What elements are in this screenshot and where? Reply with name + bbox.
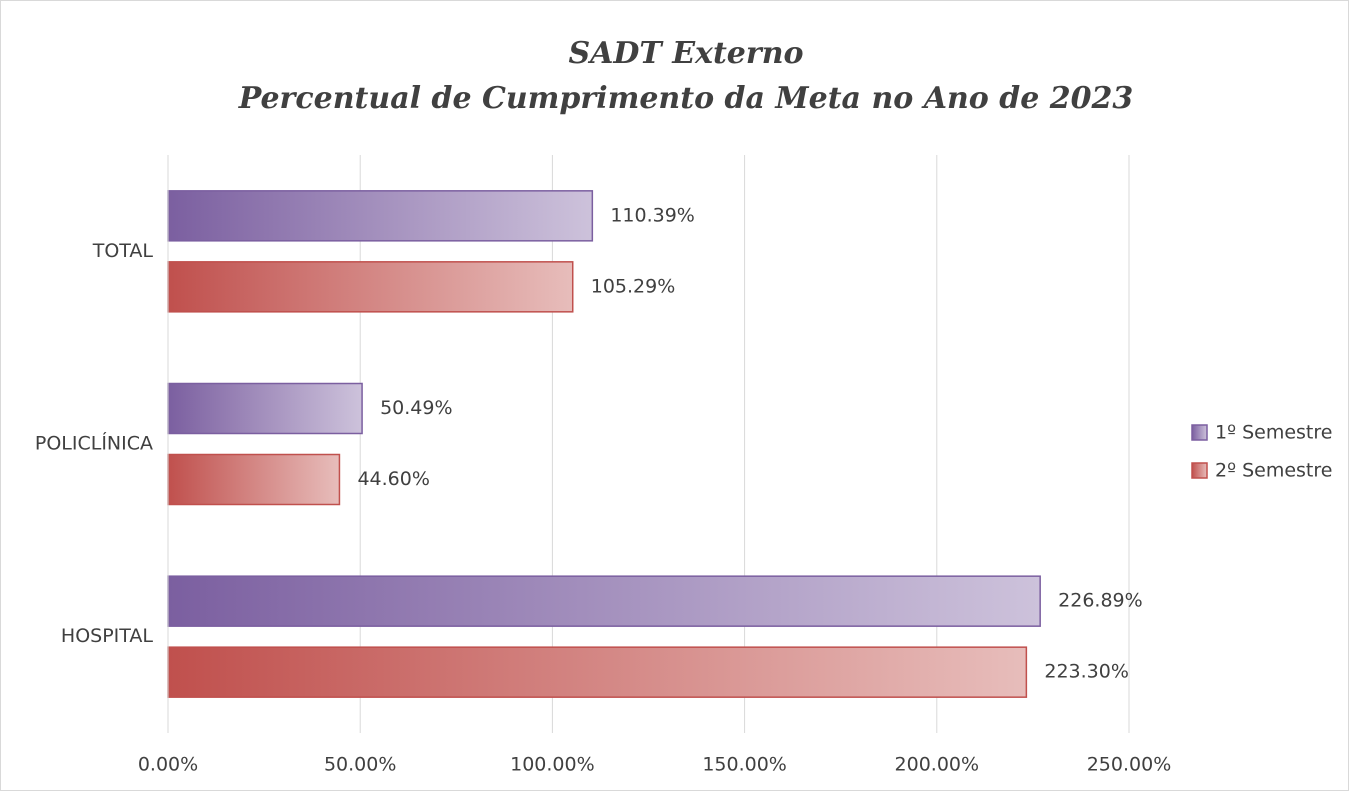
data-label: 105.29% [591, 275, 676, 297]
chart-title: SADT Externo [568, 36, 803, 71]
legend-swatch [1191, 424, 1208, 441]
y-tick-label: HOSPITAL [61, 625, 153, 647]
x-tick-label: 200.00% [895, 754, 980, 776]
bar [167, 575, 1041, 627]
chart-subtitle: Percentual de Cumprimento da Meta no Ano… [238, 81, 1134, 116]
bar [167, 453, 341, 506]
x-tick-label: 100.00% [510, 754, 595, 776]
x-tick-label: 150.00% [702, 754, 787, 776]
y-tick-label: POLICLÍNICA [35, 432, 153, 455]
bar [167, 190, 594, 242]
x-tick-label: 50.00% [324, 754, 396, 776]
legend-swatch [1191, 462, 1208, 479]
legend-label: 2º Semestre [1215, 460, 1332, 482]
data-label: 44.60% [357, 468, 429, 490]
y-tick-label: TOTAL [92, 240, 154, 262]
data-label: 223.30% [1044, 661, 1129, 683]
x-tick-label: 0.00% [138, 754, 198, 776]
data-label: 50.49% [380, 397, 452, 419]
bar [167, 646, 1028, 698]
x-tick-label: 250.00% [1087, 754, 1172, 776]
bar [167, 261, 574, 313]
data-label: 226.89% [1058, 590, 1143, 612]
data-label: 110.39% [610, 204, 695, 226]
bar [167, 382, 363, 435]
legend-label: 1º Semestre [1215, 422, 1332, 444]
